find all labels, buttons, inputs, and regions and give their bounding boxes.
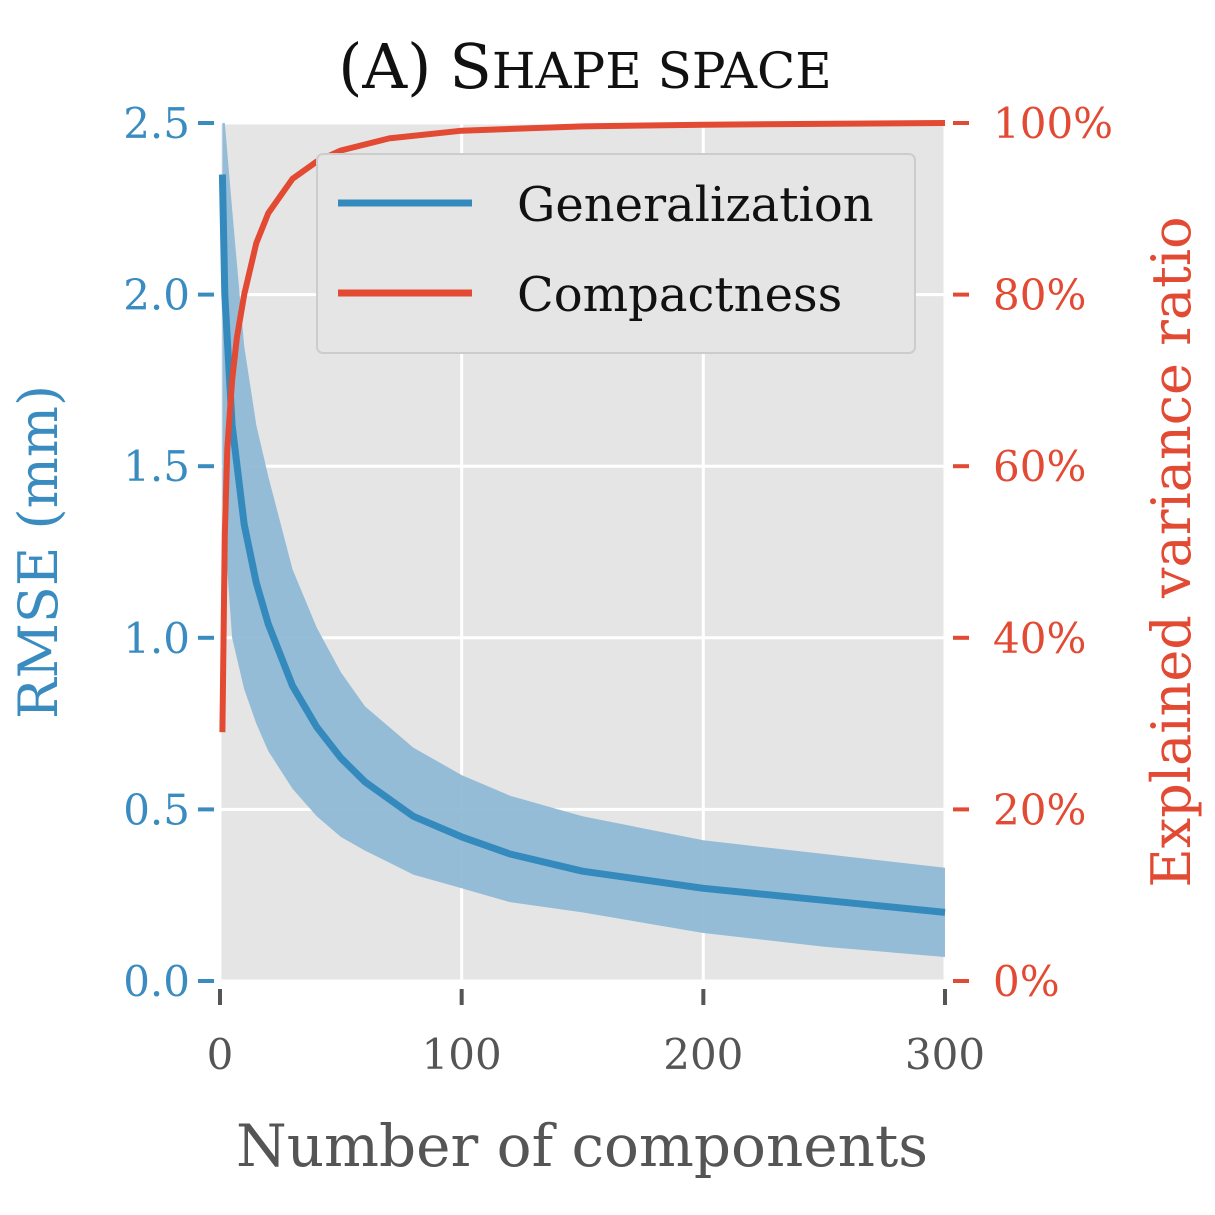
left-tick-label: 2.5: [123, 99, 190, 148]
chart-title-smallcaps: SHAPE SPACE: [449, 30, 831, 103]
right-tick-label: 20%: [993, 785, 1086, 834]
x-tick-label: 0: [207, 1030, 234, 1079]
left-tick-label: 0.0: [123, 957, 190, 1006]
x-tick-label: 100: [422, 1030, 502, 1079]
legend-label-compactness: Compactness: [517, 267, 842, 323]
right-tick-label: 40%: [993, 614, 1086, 663]
x-tick-label: 300: [905, 1030, 985, 1079]
left-axis: 0.0 0.5 1.0 1.5 2.0 2.5: [123, 99, 214, 1006]
right-tick-label: 100%: [993, 99, 1113, 148]
x-tick-label: 200: [663, 1030, 743, 1079]
title-smallcaps-rest: HAPE: [492, 42, 642, 100]
left-y-axis-label: RMSE (mm): [7, 385, 70, 719]
title-smallcaps-initial: S: [642, 42, 692, 100]
series-lines: [218, 120, 946, 916]
title-smallcaps-initial: S: [449, 30, 491, 103]
legend-label-generalization: Generalization: [517, 177, 874, 233]
compactness-line: [219, 120, 946, 733]
right-tick-label: 80%: [993, 271, 1086, 320]
chart-title: (A) SHAPE SPACE: [338, 30, 832, 103]
left-tick-label: 1.5: [123, 442, 190, 491]
left-tick-label: 2.0: [123, 271, 190, 320]
legend: Generalization Compactness: [316, 153, 916, 354]
chart-title-prefix: (A): [338, 30, 431, 103]
title-smallcaps-rest: PACE: [692, 42, 832, 100]
generalization-band: [222, 123, 945, 957]
right-tick-label: 60%: [993, 442, 1086, 491]
left-tick-label: 0.5: [123, 785, 190, 834]
right-axis: 0% 20% 40% 60% 80% 100%: [953, 99, 1113, 1006]
generalization-band-group: [222, 123, 945, 957]
right-y-axis-label: Explained variance ratio: [1140, 216, 1203, 887]
x-axis: 0 100 200 300: [207, 989, 985, 1079]
right-tick-label: 0%: [993, 957, 1060, 1006]
left-tick-label: 1.0: [123, 614, 190, 663]
generalization-line: [218, 174, 946, 916]
x-axis-label: Number of components: [236, 1112, 928, 1180]
